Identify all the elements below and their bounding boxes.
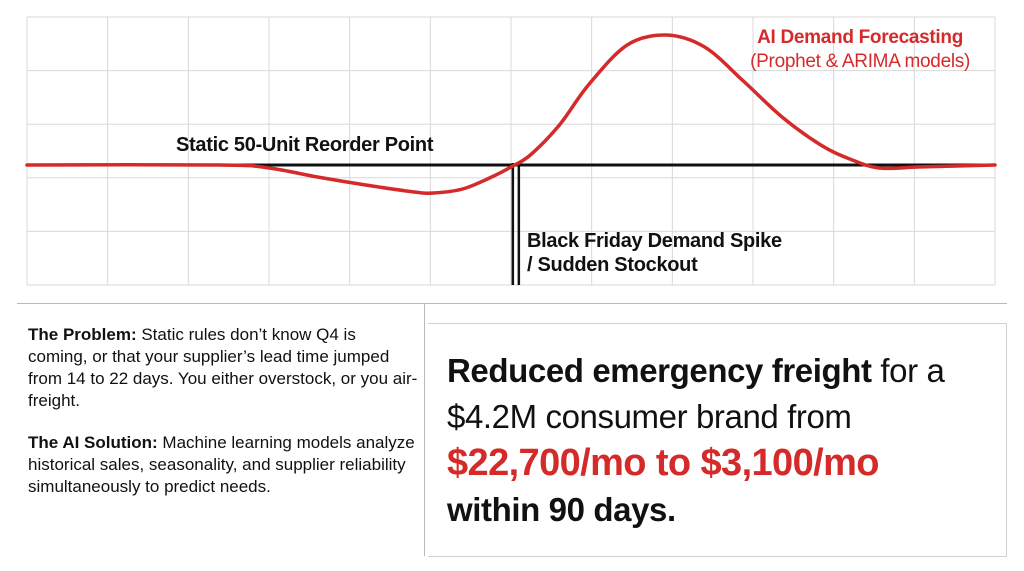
ai-forecasting-subtitle: (Prophet & ARIMA models) [750, 51, 970, 72]
column-divider [424, 304, 425, 556]
problem-paragraph: The Problem: Static rules don’t know Q4 … [28, 324, 418, 412]
black-friday-spike-label: Black Friday Demand Spike / Sudden Stock… [527, 229, 782, 277]
spike-label-line-2: / Sudden Stockout [527, 254, 698, 276]
result-lead: Reduced emergency freight [447, 352, 872, 389]
result-statement: Reduced emergency freight for a $4.2M co… [447, 348, 1007, 533]
solution-paragraph: The AI Solution: Machine learning models… [28, 432, 418, 498]
solution-text: Machine learning models analyze historic… [28, 433, 415, 496]
series-line-ai-forecast [25, 33, 997, 196]
section-divider [17, 303, 1007, 304]
explanation-panel: The Problem: Static rules don’t know Q4 … [28, 324, 418, 518]
spike-label-line-1: Black Friday Demand Spike [527, 230, 782, 252]
static-reorder-label: Static 50-Unit Reorder Point [176, 134, 434, 156]
result-card: Reduced emergency freight for a $4.2M co… [428, 323, 1007, 557]
ai-forecasting-label: AI Demand Forecasting (Prophet & ARIMA m… [750, 26, 970, 74]
result-context: for a $4.2M consumer brand from [447, 352, 945, 435]
result-timeframe: within 90 days. [447, 491, 676, 528]
result-highlight: $22,700/mo to $3,100/mo [447, 442, 879, 484]
problem-text: Static rules don’t know Q4 is coming, or… [28, 325, 418, 410]
ai-forecasting-title: AI Demand Forecasting [757, 27, 964, 48]
problem-label: The Problem: [28, 325, 137, 344]
forecast-chart-svg [25, 16, 997, 286]
solution-label: The AI Solution: [28, 433, 158, 452]
forecast-chart: Static 50-Unit Reorder Point Black Frida… [25, 16, 997, 286]
